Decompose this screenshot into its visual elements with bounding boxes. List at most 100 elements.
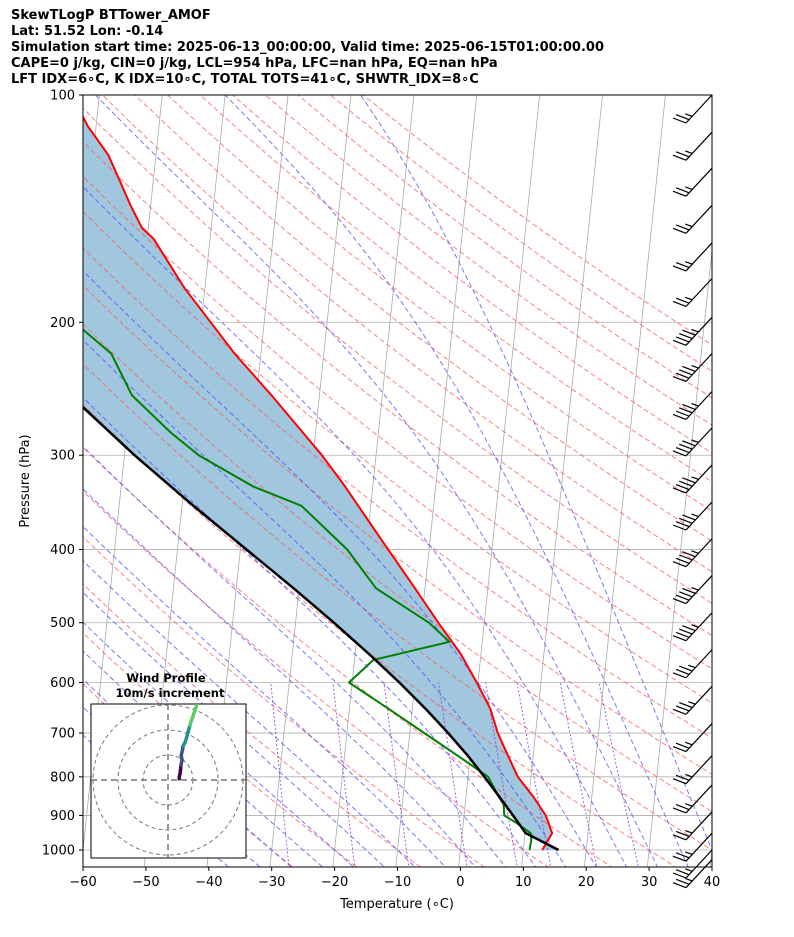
wind-barb	[672, 859, 713, 889]
barb-flag	[675, 297, 690, 304]
dry-adiabat-line	[167, 95, 712, 512]
hodograph-inset: Wind Profile 10m/s increment	[90, 671, 247, 859]
y-tick-label: 700	[50, 727, 75, 742]
instability-line: CAPE=0 j/kg, CIN=0 j/kg, LCL=954 hPa, LF…	[11, 56, 498, 71]
wind-barb	[672, 278, 713, 308]
dry-adiabat-line	[102, 95, 712, 573]
barb-flag	[675, 742, 690, 749]
dry-adiabat-line	[83, 363, 712, 851]
barb-half-flag	[685, 186, 693, 191]
barb-staff	[685, 723, 713, 752]
barb-flag	[675, 446, 690, 454]
x-axis-label: Temperature (∘C)	[339, 897, 454, 912]
moist-adiabat-line	[83, 560, 416, 867]
barb-flag	[672, 855, 687, 862]
barb-flag	[675, 483, 690, 491]
wind-barb	[672, 612, 713, 642]
wind-barb	[672, 811, 713, 841]
dry-adiabat-line	[83, 284, 712, 775]
barb-flag	[682, 551, 696, 558]
wind-barb	[672, 784, 713, 814]
barb-staff	[685, 353, 713, 382]
wind-barb	[672, 391, 713, 421]
wind-barb	[672, 685, 713, 715]
barb-half-flag	[691, 402, 699, 407]
isotherm-line	[584, 95, 666, 867]
barb-flag	[675, 336, 690, 343]
barb-flag	[679, 443, 693, 450]
barb-staff	[685, 316, 713, 346]
barb-flag	[675, 521, 690, 528]
moist-adiabat-line	[83, 525, 446, 867]
barb-half-flag	[685, 261, 693, 265]
mixing-ratio-line	[332, 682, 356, 867]
moist-adiabat-line	[83, 270, 597, 867]
y-tick-label: 400	[50, 543, 75, 558]
y-tick-label: 200	[50, 316, 75, 331]
barb-flag	[672, 524, 687, 531]
barb-half-flag	[691, 587, 699, 591]
barb-staff	[685, 94, 713, 124]
barb-staff	[685, 755, 713, 785]
y-tick-label: 900	[50, 809, 75, 824]
barb-flag	[672, 190, 687, 197]
wind-barbs	[672, 94, 713, 889]
wind-barb	[672, 94, 713, 124]
barb-staff	[685, 649, 713, 679]
barb-staff	[685, 685, 713, 715]
chart-header: SkewTLogP BTTower_AMOF Lat: 51.52 Lon: -…	[11, 8, 604, 88]
dry-adiabat-line	[83, 247, 712, 739]
y-axis: 100 200 300 400 500 600 700 800 900 1000	[42, 89, 83, 859]
isotherm-line	[646, 246, 712, 867]
dry-adiabat-line	[199, 95, 712, 483]
barb-flag	[679, 517, 693, 524]
wind-barb	[672, 501, 713, 531]
barb-flag	[679, 333, 693, 340]
barb-flag	[675, 114, 690, 121]
moist-adiabat-line	[95, 95, 658, 867]
barb-half-flag	[685, 868, 693, 872]
x-tick-label: 0	[456, 875, 464, 890]
wind-barb	[672, 316, 713, 346]
y-tick-label: 600	[50, 676, 75, 691]
mixing-ratio-line	[438, 682, 468, 867]
time-line: Simulation start time: 2025-06-13_00:00:…	[11, 40, 604, 55]
barb-half-flag	[691, 439, 699, 444]
barb-flag	[672, 635, 687, 642]
barb-half-flag	[685, 803, 693, 807]
x-tick-label: 30	[641, 875, 658, 890]
barb-flag	[672, 807, 687, 814]
hodograph-subtitle: 10m/s increment	[116, 686, 225, 700]
barb-half-flag	[691, 624, 699, 628]
barb-half-flag	[691, 328, 699, 333]
isotherm-line	[709, 846, 712, 867]
cin-shaded-area	[83, 116, 559, 850]
barb-staff	[685, 204, 713, 234]
barb-staff	[685, 575, 713, 604]
barb-flag	[675, 852, 690, 859]
barb-flag	[679, 628, 693, 635]
barb-flag	[675, 410, 690, 417]
wind-barb	[672, 427, 713, 457]
dry-adiabat-line	[264, 95, 712, 426]
barb-staff	[685, 811, 713, 841]
hodograph-segment	[193, 704, 199, 712]
barb-flag	[675, 557, 690, 564]
barb-flag	[672, 117, 687, 124]
wind-barb	[672, 755, 713, 785]
wind-barb	[672, 464, 713, 494]
barb-flag	[675, 869, 690, 876]
barb-staff	[685, 538, 713, 568]
barb-flag	[679, 554, 693, 561]
x-tick-label: 20	[578, 875, 595, 890]
location-line: Lat: 51.52 Lon: -0.14	[11, 24, 164, 39]
barb-staff	[685, 784, 713, 814]
mixing-ratio-lines	[270, 682, 639, 867]
isotherm-line	[395, 95, 478, 867]
barb-flag	[675, 631, 690, 638]
x-tick-label: −50	[132, 875, 159, 890]
dry-adiabat-line	[83, 210, 712, 704]
x-tick-label: 10	[515, 875, 532, 890]
dry-adiabat-line	[83, 583, 422, 867]
